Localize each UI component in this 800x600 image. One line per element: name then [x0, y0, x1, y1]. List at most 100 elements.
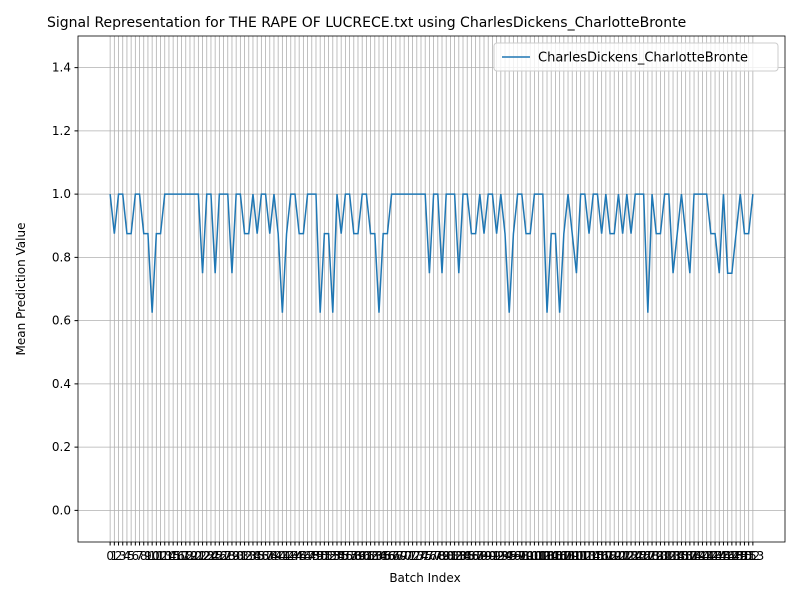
- x-tick-label: 145: [708, 549, 731, 563]
- x-tick-label: 143: [699, 549, 722, 563]
- y-tick-label: 0.0: [52, 503, 71, 517]
- x-tick-label: 35: [250, 549, 265, 563]
- x-tick-label: 66: [380, 549, 395, 563]
- x-tick-label: 138: [678, 549, 701, 563]
- x-tick-label: 60: [355, 549, 370, 563]
- x-tick-label: 21: [191, 549, 206, 563]
- x-tick-label: 104: [536, 549, 559, 563]
- x-tick-label: 5: [127, 549, 135, 563]
- x-tick-label: 28: [220, 549, 235, 563]
- x-tick-label: 34: [245, 549, 260, 563]
- x-tick-label: 29: [224, 549, 239, 563]
- x-tick-label: 134: [662, 549, 685, 563]
- x-tick-label: 85: [460, 549, 475, 563]
- x-tick-label: 71: [401, 549, 416, 563]
- x-tick-label: 94: [497, 549, 512, 563]
- x-tick-label: 72: [405, 549, 420, 563]
- x-tick-label: 44: [287, 549, 302, 563]
- x-tick-label: 74: [413, 549, 428, 563]
- x-tick-label: 96: [506, 549, 521, 563]
- x-tick-label: 116: [586, 549, 609, 563]
- x-tick-label: 16: [170, 549, 185, 563]
- x-tick-label: 36: [254, 549, 269, 563]
- x-tick-label: 14: [161, 549, 176, 563]
- x-tick-label: 57: [342, 549, 357, 563]
- x-tick-label: 91: [485, 549, 500, 563]
- x-tick-label: 126: [628, 549, 651, 563]
- x-tick-label: 68: [388, 549, 403, 563]
- x-tick-label: 51: [317, 549, 332, 563]
- x-tick-label: 65: [376, 549, 391, 563]
- x-tick-label: 13: [157, 549, 172, 563]
- x-tick-label: 79: [434, 549, 449, 563]
- x-tick-label: 140: [687, 549, 710, 563]
- x-tick-label: 133: [657, 549, 680, 563]
- x-tick-label: 84: [455, 549, 470, 563]
- x-tick-label: 52: [321, 549, 336, 563]
- x-tick-label: 25: [208, 549, 223, 563]
- x-tick-label: 6: [132, 549, 140, 563]
- x-tick-label: 109: [557, 549, 580, 563]
- x-tick-label: 136: [670, 549, 693, 563]
- x-tick-label: 33: [241, 549, 256, 563]
- x-tick-label: 19: [182, 549, 197, 563]
- x-tick-label: 119: [599, 549, 622, 563]
- x-tick-label: 129: [641, 549, 664, 563]
- x-tick-label: 102: [527, 549, 550, 563]
- x-tick-label: 24: [203, 549, 218, 563]
- x-tick-label: 103: [531, 549, 554, 563]
- x-tick-label: 23: [199, 549, 214, 563]
- y-tick-label: 1.4: [52, 61, 71, 75]
- x-tick-label: 128: [636, 549, 659, 563]
- x-tick-label: 120: [603, 549, 626, 563]
- x-tick-label: 151: [733, 549, 756, 563]
- x-tick-label: 83: [451, 549, 466, 563]
- y-tick-label: 1.2: [52, 124, 71, 138]
- x-tick-label: 80: [439, 549, 454, 563]
- x-tick-label: 0: [106, 549, 114, 563]
- x-tick-label: 2: [115, 549, 123, 563]
- x-tick-label: 73: [409, 549, 424, 563]
- y-tick-label: 1.0: [52, 187, 71, 201]
- x-tick-label: 31: [233, 549, 248, 563]
- x-tick-label: 139: [683, 549, 706, 563]
- x-tick-label: 50: [313, 549, 328, 563]
- x-tick-label: 10: [145, 549, 160, 563]
- x-tick-label: 53: [325, 549, 340, 563]
- x-tick-label: 88: [472, 549, 487, 563]
- x-tick-label: 81: [443, 549, 458, 563]
- plot-frame: [77, 35, 786, 543]
- x-tick-label: 95: [502, 549, 517, 563]
- x-tick-label: 4: [123, 549, 131, 563]
- x-tick-label: 69: [392, 549, 407, 563]
- x-tick-label: 142: [695, 549, 718, 563]
- x-tick-label: 146: [712, 549, 735, 563]
- x-tick-label: 47: [300, 549, 315, 563]
- x-tick-label: 70: [397, 549, 412, 563]
- x-tick-label: 111: [565, 549, 588, 563]
- x-tick-label: 12: [153, 549, 168, 563]
- x-tick-label: 87: [468, 549, 483, 563]
- x-tick-label: 42: [279, 549, 294, 563]
- x-axis-label: Batch Index: [389, 571, 460, 585]
- x-tick-label: 55: [334, 549, 349, 563]
- y-tick-label: 0.4: [52, 377, 71, 391]
- x-tick-label: 127: [632, 549, 655, 563]
- x-tick-label: 121: [607, 549, 630, 563]
- x-tick-label: 118: [594, 549, 617, 563]
- x-tick-label: 105: [540, 549, 563, 563]
- x-tick-label: 149: [725, 549, 748, 563]
- x-tick-label: 67: [384, 549, 399, 563]
- x-tick-label: 39: [266, 549, 281, 563]
- x-tick-label: 15: [166, 549, 181, 563]
- x-tick-label: 58: [346, 549, 361, 563]
- x-tick-label: 18: [178, 549, 193, 563]
- chart-title: Signal Representation for THE RAPE OF LU…: [47, 15, 686, 31]
- x-tick-label: 152: [737, 549, 760, 563]
- x-tick-label: 98: [514, 549, 529, 563]
- x-tick-label: 56: [338, 549, 353, 563]
- x-tick-label: 125: [624, 549, 647, 563]
- legend-box: [493, 42, 779, 72]
- x-tick-label: 141: [691, 549, 714, 563]
